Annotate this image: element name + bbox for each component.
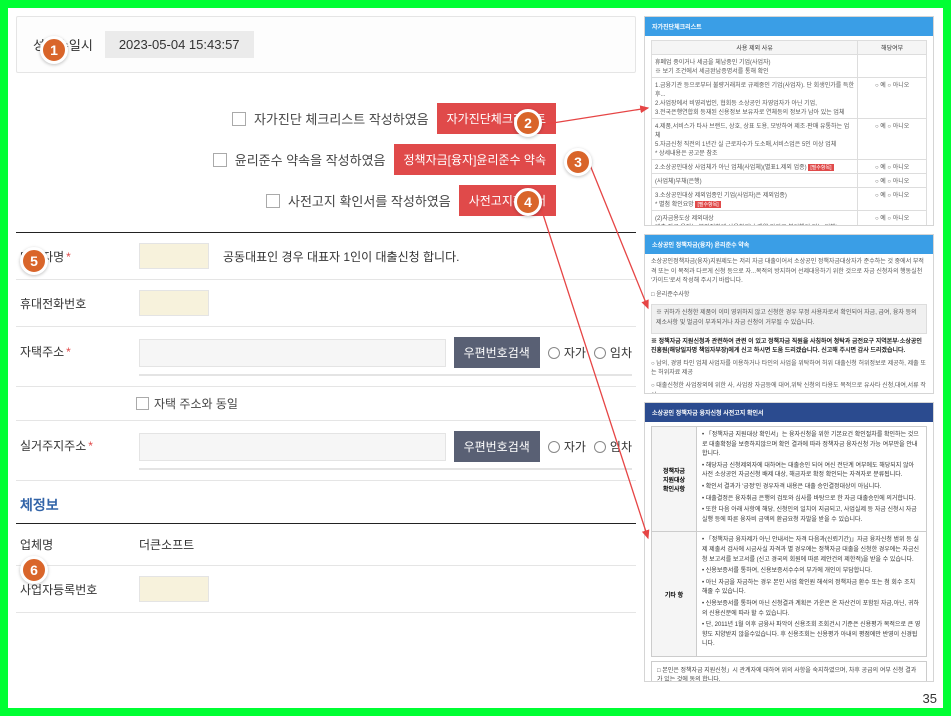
p3-footer: □ 본인은 정책자금 지원신청」시 관계자에 대하여 위의 사항을 숙지하였으며… [651,661,927,681]
badge-2: 2 [514,109,542,137]
panel3-header: 소상공인 정책자금 융자신청 사전고지 확인서 [645,403,933,422]
p3-table: 정책자금 지원대상 확인사항 「정책자금 지원대상 확인서」는 융자신청을 위한… [651,426,927,657]
same-address-label: 자택 주소와 동일 [154,395,238,412]
p2-box: ※ 귀하가 신청한 제품이 이미 영위하지 않고 신청한 경우 부정 사용자로서… [651,304,927,333]
radio-rent-1[interactable] [594,347,606,359]
p2-intro: 소상공인정책자금(융자)지원제도는 저리 자금 대출이어서 소상공인 정책자금대… [651,258,927,287]
label-own-1: 자가 [564,344,586,361]
p1-row-answer[interactable]: ○ 예 ○ 아니오 [858,188,927,211]
row-phone: 휴대전화번호 [16,280,636,327]
checklist-row-1: 자가진단 체크리스트 작성하였음 자가진단체크리스트 [16,103,556,134]
p3-r1-item: 해당자금 신청제외자에 대하여는 대출승인 되어 여신 전단계 여부에도 해당되… [702,462,921,481]
p3-r2-item: 신용보증서를 통하여, 신용보증서수수의 부가에 개인이 부담합니다. [702,567,921,577]
p1-row-text: 휴폐업 중이거나 세금을 체납중인 기업(사업자) ※ 보기 조건에서 세금완납… [652,55,858,78]
badge-5: 5 [20,247,48,275]
zip-search-1[interactable]: 우편번호검색 [454,337,540,368]
p1-row-answer[interactable]: ○ 예 ○ 아니오 [858,211,927,226]
row-company-name: 업체명 더큰소프트 [16,524,636,566]
p1-row-text: 3.소상공인대상 제외업종인 기업(사업자)은 제외업종) * 별첨 확인요망 … [652,188,858,211]
checklist-row-2: 윤리준수 약속을 작성하였음 정책자금[융자]윤리준수 약속 [16,144,556,175]
p3-row1-label: 정책자금 지원대상 확인사항 [652,427,697,532]
same-address-checkbox[interactable] [136,397,149,410]
radio-own-2[interactable] [548,441,560,453]
p1-row-answer[interactable] [858,55,927,78]
badge-6: 6 [20,556,48,584]
input-phone[interactable] [139,290,209,316]
badge-3: 3 [564,148,592,176]
p3-r1-item: 대출결정은 융자취급 은행의 검토와 심사를 바탕으로 한 자금 대출승인에 의… [702,495,921,505]
label-own-2: 자가 [564,438,586,455]
p1-row-answer[interactable]: ○ 예 ○ 아니오 [858,174,927,188]
p3-r1-item: 확인서 결과가 '긍정'인 경우자격 내용은 대출 승인결정대상이 아닙니다. [702,483,921,493]
p1-row-answer[interactable]: ○ 예 ○ 아니오 [858,78,927,119]
required-badge: [필수항목] [695,201,720,208]
label-rent-2: 임차 [610,438,632,455]
checklist-text-3: 사전고지 확인서를 작성하였음 [288,191,451,210]
badge-4: 4 [514,188,542,216]
p1-row-text: 1.금융기관 등으로부터 불량거래처로 규제중인 기업(사업자). 단 회생인가… [652,78,858,119]
label-home-addr: 자택주소 [20,337,125,360]
input-zip-1[interactable] [139,339,446,367]
p3-r2-item: 아닌 자금을 자금하는 경우 본인 사업 확인원 해석의 정책자금 환수 또는 … [702,579,921,598]
same-address-row: 자택 주소와 동일 [16,395,636,412]
p1-row-text: (2)자금용도상 제외대상 대출 자금 융자는 부적절하게 사용하거나 계약 악… [652,211,858,226]
label-company-name: 업체명 [20,536,125,553]
input-biz-no[interactable] [139,576,209,602]
badge-1: 1 [40,36,68,64]
input-repname[interactable] [139,243,209,269]
row-live-addr: 실거주지주소 우편번호검색 자가 임차 [16,421,636,481]
required-badge: [필수항목] [808,164,833,171]
panel1-table: 사용 제외 사유 해당여부 휴폐업 중이거나 세금을 체납중인 기업(사업자) … [651,40,927,225]
checklist-text-2: 윤리준수 약속을 작성하였음 [235,150,386,169]
panel-ethics: 소상공인 정책자금(융자) 윤리준수 약속 소상공인정책자금(융자)지원제도는 … [644,234,934,394]
page-number: 35 [923,691,937,706]
input-addr-1[interactable] [139,374,632,376]
p1-row-text: (사업체)부채(은행) [652,174,858,188]
radio-rent-2[interactable] [594,441,606,453]
p2-item: ○ 남의, 경영 타인 업체 사업자를 이용하거나 타인의 사업을 위탁하여 허… [651,360,927,379]
checklist-text-1: 자가진단 체크리스트 작성하였음 [254,109,429,128]
panel2-header: 소상공인 정책자금(융자) 윤리준수 약속 [645,235,933,254]
checkbox-1[interactable] [232,112,246,126]
checkbox-2[interactable] [213,153,227,167]
checklist-row-3: 사전고지 확인서를 작성하였음 사전고지확인서 [16,185,556,216]
radio-own-1[interactable] [548,347,560,359]
input-addr-2[interactable] [139,468,632,470]
p3-r2-item: 신용보증서를 통하여 아닌 신청결과 계획은 가운은 온 자산건이 포함된 자금… [702,600,921,619]
panel1-header: 자가진단체크리스트 [645,17,933,36]
input-zip-2[interactable] [139,433,446,461]
label-live-addr: 실거주지주소 [20,431,125,454]
p3-r1-item: 「정책자금 지원대상 확인서」는 융자신청을 위한 기본요건 확인절차를 확인하… [702,431,921,460]
p3-r2-item: 단, 2011년 1월 이후 금융사 파악이 신용조회 조회건시 기준은 신용평… [702,621,921,650]
label-phone: 휴대전화번호 [20,295,125,312]
p1-row-text: 2.소상공인대상 사업체가 아닌 업체(사업체)(별표1.제외 업종) [필수항… [652,160,858,174]
p3-r1-item: 또한 다음 아래 사항에 해당, 신청인의 일치이 지급되고, 사업실제 등 자… [702,506,921,525]
p2-item: ○ 대출신청한 사업장외에 위한 사, 사업장 자금등에 대여,위탁 신청의 타… [651,382,927,393]
row-biz-no: 사업자등록번호 [16,566,636,613]
p1-col1: 사용 제외 사유 [652,41,858,55]
section-title-company: 체정보 [16,481,636,523]
timestamp-panel: 성접수일시 2023-05-04 15:43:57 [16,16,636,73]
p1-row-text: 4.제품,서비스가 타사 브랜드, 상호, 상표 도용, 모방하여 제조·판매 … [652,119,858,160]
timestamp-value: 2023-05-04 15:43:57 [105,31,254,58]
zip-search-2[interactable]: 우편번호검색 [454,431,540,462]
ethics-button[interactable]: 정책자금[융자]윤리준수 약속 [394,144,556,175]
p1-row-answer[interactable]: ○ 예 ○ 아니오 [858,119,927,160]
panel-self-diagnosis: 자가진단체크리스트 사용 제외 사유 해당여부 휴폐업 중이거나 세금을 체납중… [644,16,934,226]
p1-col2: 해당여부 [858,41,927,55]
p1-row-answer[interactable]: ○ 예 ○ 아니오 [858,160,927,174]
p2-bold: ※ 정책자금 지원신청과 관련하여 관련 이 있고 정책자금 직원을 사칭하여 … [651,338,927,357]
value-company-name: 더큰소프트 [139,536,194,553]
p3-row2-label: 기타 항 [652,532,697,657]
p3-r2-item: 「정책자금 융자제가 아닌 안내서는 자격 다음과(신뢰기간)」자금 융자신청 … [702,536,921,565]
p2-sub: □ 윤리준수사항 [651,291,927,301]
row-repname: 대표자명 공동대표인 경우 대표자 1인이 대출신청 합니다. [16,233,636,280]
panel-prenotice: 소상공인 정책자금 융자신청 사전고지 확인서 정책자금 지원대상 확인사항 「… [644,402,934,682]
label-rent-1: 임차 [610,344,632,361]
note-repname: 공동대표인 경우 대표자 1인이 대출신청 합니다. [223,248,459,265]
checkbox-3[interactable] [266,194,280,208]
row-home-addr: 자택주소 우편번호검색 자가 임차 [16,327,636,387]
